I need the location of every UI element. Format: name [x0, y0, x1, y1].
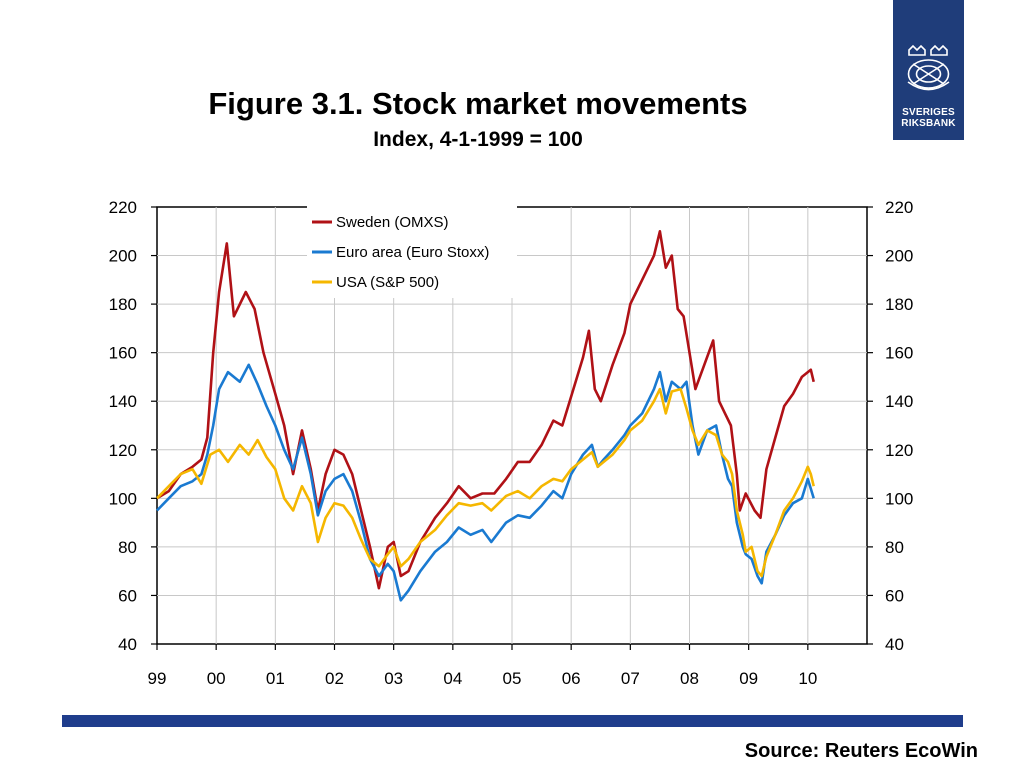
- y-tick-label-right: 220: [885, 198, 913, 217]
- y-tick-label-left: 160: [109, 344, 137, 363]
- x-tick-label: 02: [325, 669, 344, 688]
- y-tick-label-left: 120: [109, 441, 137, 460]
- y-tick-label-left: 200: [109, 247, 137, 266]
- logo-line-1: SVERIGES: [902, 107, 955, 118]
- y-tick-label-left: 180: [109, 295, 137, 314]
- y-tick-label-right: 80: [885, 538, 904, 557]
- series-line-1: [156, 230, 815, 590]
- x-tick-label: 04: [443, 669, 462, 688]
- crown-emblem-icon: [907, 44, 950, 91]
- x-tick-label: 08: [680, 669, 699, 688]
- series-line-2: [156, 363, 815, 602]
- legend-label-1: Sweden (OMXS): [336, 214, 449, 231]
- x-tick-label: 99: [148, 669, 167, 688]
- y-tick-label-right: 40: [885, 635, 904, 654]
- legend: Sweden (OMXS) Euro area (Euro Stoxx) USA (…: [307, 206, 517, 298]
- page-subtitle: Index, 4-1-1999 = 100: [373, 128, 583, 151]
- y-tick-label-left: 60: [118, 586, 137, 605]
- legend-label-2: Euro area (Euro Stoxx): [336, 244, 489, 261]
- y-tick-label-right: 140: [885, 392, 913, 411]
- x-tick-label: 00: [207, 669, 226, 688]
- y-tick-label-right: 180: [885, 295, 913, 314]
- series-line-3: [156, 387, 815, 578]
- series-lines: [156, 230, 815, 602]
- logo-text: SVERIGES RIKSBANK: [893, 107, 964, 129]
- y-tick-label-left: 40: [118, 635, 137, 654]
- page-title: Figure 3.1. Stock market movements: [208, 86, 748, 121]
- y-tick-label-left: 220: [109, 198, 137, 217]
- y-tick-label-right: 200: [885, 247, 913, 266]
- riksbank-logo: SVERIGES RIKSBANK: [893, 0, 964, 140]
- y-tick-label-right: 160: [885, 344, 913, 363]
- footer-bar: [62, 715, 963, 727]
- y-tick-label-left: 100: [109, 489, 137, 508]
- x-tick-label: 03: [384, 669, 403, 688]
- x-tick-label: 06: [562, 669, 581, 688]
- x-tick-label: 01: [266, 669, 285, 688]
- y-tick-label-right: 60: [885, 586, 904, 605]
- x-tick-label: 10: [798, 669, 817, 688]
- y-tick-label-right: 100: [885, 489, 913, 508]
- legend-background: [307, 206, 517, 298]
- legend-label-3: USA (S&P 500): [336, 274, 439, 291]
- logo-line-2: RIKSBANK: [901, 118, 956, 129]
- x-tick-label: 09: [739, 669, 758, 688]
- y-tick-label-right: 120: [885, 441, 913, 460]
- x-tick-label: 07: [621, 669, 640, 688]
- source-note: Source: Reuters EcoWin: [744, 740, 978, 762]
- y-tick-label-left: 80: [118, 538, 137, 557]
- y-tick-label-left: 140: [109, 392, 137, 411]
- chart-area: 40 40 60 60 80 80 100 100 120 120 140 140 160 160 180 1…: [109, 198, 914, 688]
- x-tick-label: 05: [503, 669, 522, 688]
